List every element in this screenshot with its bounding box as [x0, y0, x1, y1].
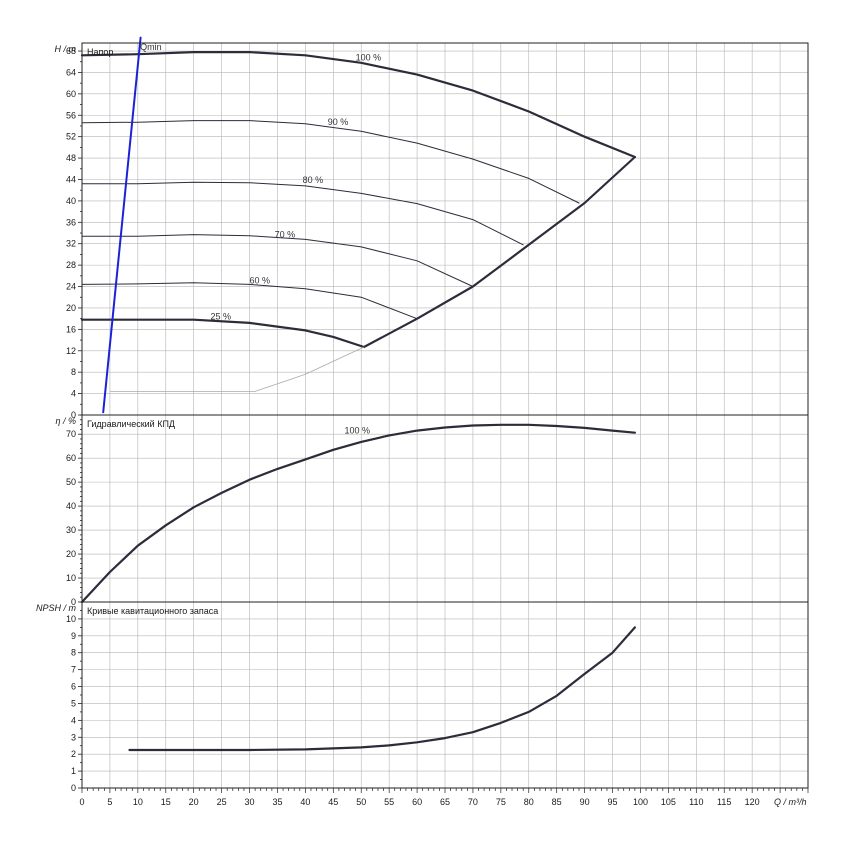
y-tick-label-head-20: 20: [66, 303, 76, 313]
series-head-60-pct: [81, 282, 418, 320]
y-axis-label-head: H / m: [55, 44, 77, 54]
x-tick-label-120: 120: [745, 797, 760, 807]
y-tick-label-head-0: 0: [71, 410, 76, 420]
y-tick-label-efficiency-10: 10: [66, 573, 76, 583]
y-tick-label-head-12: 12: [66, 346, 76, 356]
y-tick-label-npsh-5: 5: [71, 698, 76, 708]
x-tick-label-105: 105: [661, 797, 676, 807]
y-tick-label-npsh-10: 10: [66, 614, 76, 624]
y-tick-label-head-24: 24: [66, 282, 76, 292]
x-tick-label-70: 70: [468, 797, 478, 807]
x-tick-label-20: 20: [189, 797, 199, 807]
y-tick-label-npsh-4: 4: [71, 715, 76, 725]
x-tick-label-5: 5: [107, 797, 112, 807]
y-tick-label-npsh-2: 2: [71, 749, 76, 759]
y-tick-label-head-68: 68: [66, 46, 76, 56]
x-tick-label-65: 65: [440, 797, 450, 807]
series-head-qmin: [102, 36, 142, 414]
y-axis-label-efficiency: η / %: [55, 416, 76, 426]
x-tick-label-80: 80: [524, 797, 534, 807]
x-tick-label-25: 25: [217, 797, 227, 807]
series-head-25-pct: [80, 318, 366, 349]
y-tick-label-efficiency-70: 70: [66, 429, 76, 439]
panel-title-npsh: Кривые кавитационного запаса: [87, 606, 218, 616]
x-tick-label-30: 30: [245, 797, 255, 807]
series-head-lower-envelope: [254, 346, 365, 392]
x-tick-label-0: 0: [79, 797, 84, 807]
y-tick-label-npsh-6: 6: [71, 682, 76, 692]
y-tick-label-head-16: 16: [66, 324, 76, 334]
series-head-70-pct: [81, 234, 474, 287]
y-tick-label-head-32: 32: [66, 239, 76, 249]
y-tick-label-npsh-3: 3: [71, 732, 76, 742]
x-tick-label-90: 90: [580, 797, 590, 807]
curve-label-head-qmin: Qmin: [140, 42, 162, 52]
x-tick-label-40: 40: [300, 797, 310, 807]
x-tick-label-100: 100: [633, 797, 648, 807]
curve-layer: [80, 36, 637, 752]
y-tick-label-head-8: 8: [71, 367, 76, 377]
y-tick-label-efficiency-0: 0: [71, 597, 76, 607]
series-head-90-pct: [81, 120, 580, 204]
curve-label-head-60-pct: 60 %: [250, 275, 271, 285]
curve-label-head-100-pct: 100 %: [356, 53, 382, 63]
series-head-100-pct: [80, 50, 637, 159]
frame-layer: [78, 42, 809, 793]
curve-label-efficiency-100-pct: 100 %: [344, 425, 370, 435]
y-tick-label-head-52: 52: [66, 132, 76, 142]
x-tick-label-15: 15: [161, 797, 171, 807]
x-tick-label-110: 110: [689, 797, 703, 807]
y-tick-label-head-4: 4: [71, 389, 76, 399]
x-tick-label-55: 55: [384, 797, 394, 807]
series-head-80-pct: [81, 181, 524, 246]
y-tick-label-head-60: 60: [66, 89, 76, 99]
panel-title-head: Напор: [87, 47, 113, 57]
x-tick-label-35: 35: [272, 797, 282, 807]
y-tick-label-head-48: 48: [66, 153, 76, 163]
curve-label-head-80-pct: 80 %: [303, 175, 324, 185]
series-efficiency-100-pct: [80, 423, 637, 604]
y-tick-label-efficiency-60: 60: [66, 453, 76, 463]
x-tick-label-95: 95: [608, 797, 618, 807]
series-head-max-envelope: [362, 155, 637, 349]
grid-layer: [81, 43, 809, 789]
series-npsh-npsh: [128, 626, 637, 752]
x-tick-label-10: 10: [133, 797, 143, 807]
y-tick-label-head-40: 40: [66, 196, 76, 206]
y-tick-label-head-56: 56: [66, 110, 76, 120]
y-tick-label-npsh-9: 9: [71, 631, 76, 641]
x-tick-label-60: 60: [412, 797, 422, 807]
y-axis-label-npsh: NPSH / m: [36, 603, 77, 613]
y-tick-label-head-36: 36: [66, 217, 76, 227]
x-axis-label: Q / m³/h: [774, 797, 807, 807]
x-tick-label-50: 50: [356, 797, 366, 807]
y-tick-label-head-28: 28: [66, 260, 76, 270]
y-tick-label-npsh-0: 0: [71, 783, 76, 793]
y-tick-label-efficiency-30: 30: [66, 525, 76, 535]
x-tick-label-45: 45: [328, 797, 338, 807]
x-tick-label-115: 115: [717, 797, 731, 807]
curve-label-head-25-pct: 25 %: [210, 312, 231, 322]
y-tick-label-head-64: 64: [66, 67, 76, 77]
x-tick-label-75: 75: [496, 797, 506, 807]
curve-label-head-90-pct: 90 %: [328, 117, 349, 127]
panel-title-efficiency: Гидравлический КПД: [87, 419, 175, 429]
y-tick-label-efficiency-40: 40: [66, 501, 76, 511]
y-tick-label-head-44: 44: [66, 174, 76, 184]
y-tick-label-npsh-8: 8: [71, 648, 76, 658]
y-tick-label-npsh-7: 7: [71, 665, 76, 675]
y-tick-label-efficiency-50: 50: [66, 477, 76, 487]
x-tick-label-85: 85: [552, 797, 562, 807]
y-tick-label-npsh-1: 1: [71, 766, 76, 776]
y-tick-label-efficiency-20: 20: [66, 549, 76, 559]
curve-label-head-70-pct: 70 %: [275, 229, 296, 239]
